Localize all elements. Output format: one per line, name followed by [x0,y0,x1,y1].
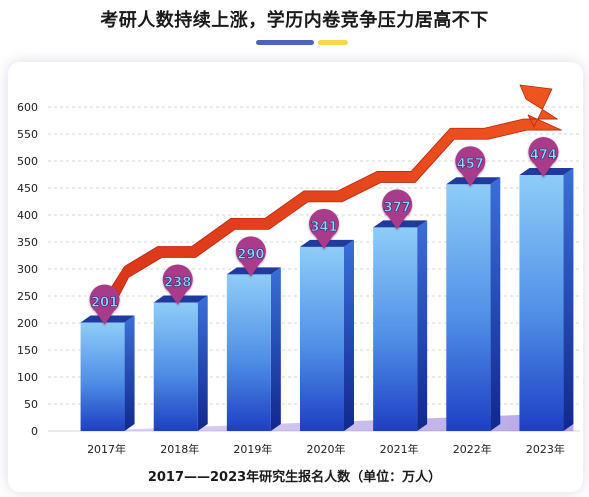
x-tick-label: 2019年 [233,442,272,456]
bar-side [270,267,281,431]
x-tick-label: 2020年 [307,442,346,456]
data-label-pin: 474 [528,137,559,178]
data-label-pin: 377 [382,189,413,230]
title-underline-yellow [318,40,348,45]
bar [446,184,491,431]
data-label-pin: 457 [455,146,486,187]
bar [373,227,418,431]
pin-marker [162,264,193,305]
y-tick-label: 50 [24,398,38,411]
pin-marker [235,236,266,277]
bar-5 [373,220,428,431]
data-label: 201 [91,295,118,310]
data-label-pin: 238 [162,264,193,305]
bar-layer [80,168,574,432]
bar-side [563,168,574,432]
y-tick-label: 300 [17,263,38,276]
x-tick-label: 2023年 [526,442,565,456]
trend-arrow [96,84,562,324]
bar-7 [519,168,574,432]
x-tick-label: 2021年 [380,442,419,456]
page-title: 考研人数持续上涨，学历内卷竞争压力居高不下 [100,10,489,31]
bar [300,246,344,431]
data-label: 457 [457,157,484,172]
title-underline-blue [256,40,314,45]
bar-side [344,239,354,431]
y-tick-label: 600 [17,101,38,114]
x-tick-label: 2022年 [453,442,492,456]
y-tick-label: 450 [17,182,38,195]
data-label: 474 [530,148,557,163]
bar [226,274,271,431]
pin-marker [309,208,340,249]
bar-2 [153,295,208,431]
bar [153,302,198,431]
y-tick-label: 500 [17,155,38,168]
pin-marker [382,189,413,230]
bar-side [490,177,501,431]
data-label: 377 [384,200,411,215]
y-tick-label: 200 [17,317,38,330]
chart-caption: 2017——2023年研究生报名人数（单位：万人） [147,470,442,485]
bar-1 [80,315,135,431]
bar-3 [226,267,281,431]
y-tick-label: 350 [17,236,38,249]
data-label: 341 [310,220,337,235]
data-label: 238 [164,275,191,290]
pin-marker [528,137,559,178]
y-tick-label: 400 [17,209,38,222]
data-label-pin: 290 [235,236,266,277]
y-tick-label: 550 [17,128,38,141]
data-label-pin: 341 [309,208,340,249]
x-tick-label: 2017年 [87,442,126,456]
bar [519,175,564,431]
pin-marker [455,146,486,187]
bar-6 [446,177,501,431]
bar-side [197,295,208,431]
bar-4 [300,239,354,431]
bar-side [417,220,428,431]
pin-marker [89,284,120,325]
data-label-pin: 201 [89,284,120,325]
y-tick-label: 100 [17,371,38,384]
bar-side [124,315,135,431]
label-layer: 0 50 100 150 200 250 300 350 400 450 500 550 600 201 2… [17,101,565,456]
data-label: 290 [237,247,264,262]
x-tick-label: 2018年 [160,442,199,456]
trend-arrow-shape [96,84,562,324]
y-tick-label: 150 [17,344,38,357]
y-tick-label: 0 [31,425,38,438]
y-tick-label: 250 [17,290,38,303]
bar [80,322,125,431]
